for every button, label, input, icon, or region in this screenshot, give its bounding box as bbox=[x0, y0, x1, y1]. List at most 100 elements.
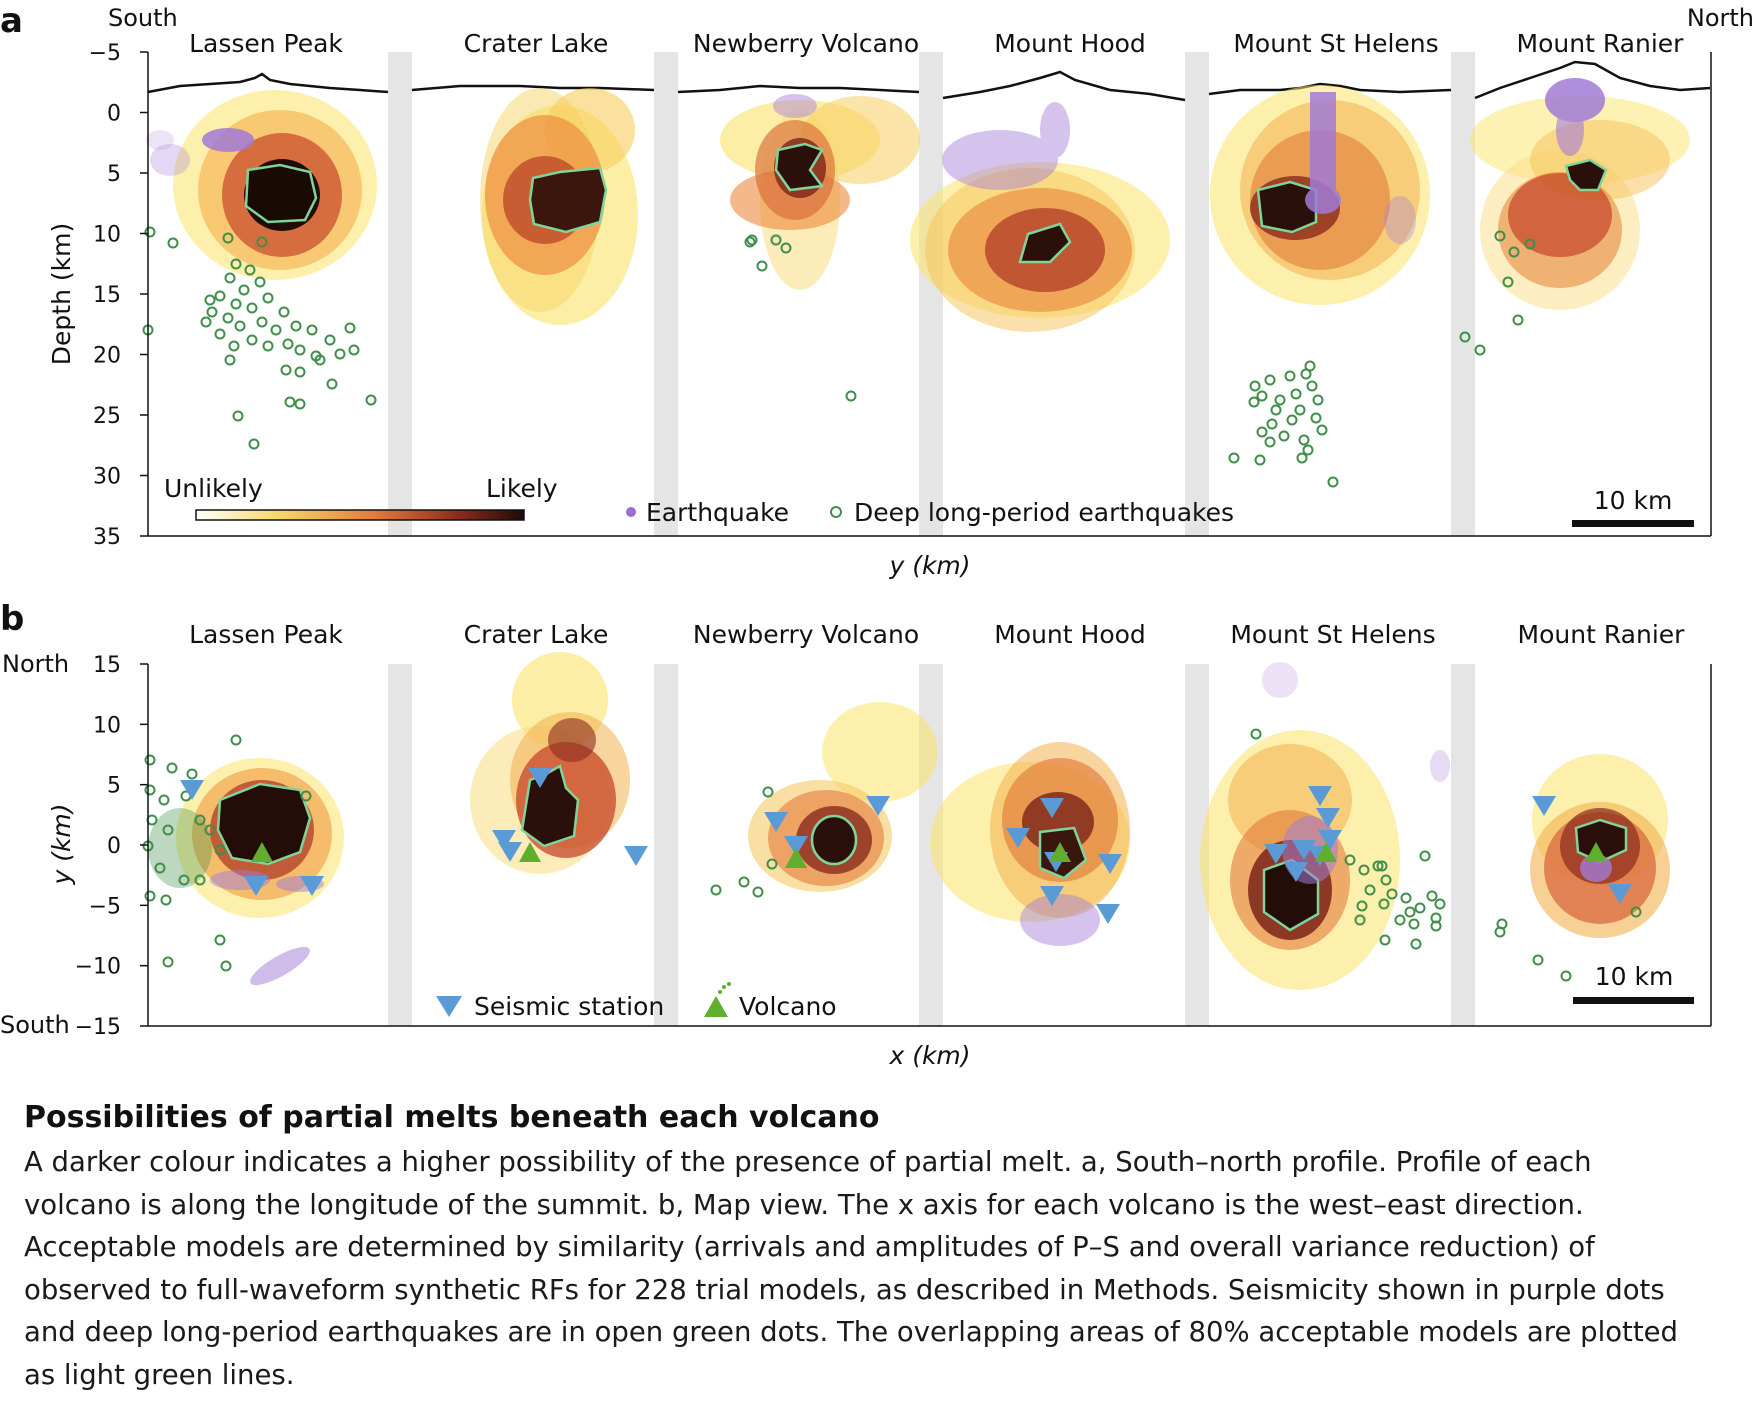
caption-line: as light green lines. bbox=[24, 1358, 295, 1391]
panel-b-scalebar-label: 10 km bbox=[1595, 962, 1674, 991]
seismic-station-icon bbox=[1316, 808, 1340, 828]
panel-a-title-sthelens: Mount St Helens bbox=[1233, 29, 1438, 58]
panel-a-melt-lassen bbox=[173, 90, 377, 280]
panel-b-south-label: South bbox=[0, 1011, 70, 1039]
earthquake-legend-label: Earthquake bbox=[646, 498, 789, 527]
panel-b-legend: Seismic station Volcano bbox=[436, 982, 837, 1021]
panel-a-letter: a bbox=[0, 1, 23, 41]
panel-a-legend: Earthquake Deep long-period earthquakes bbox=[626, 498, 1234, 527]
panel-a: a South North Lassen Peak Crater Lake Ne… bbox=[0, 1, 1754, 580]
panel-a-dlp-newberry bbox=[744, 234, 857, 402]
seismic-station-icon bbox=[1098, 854, 1122, 874]
caption-line: A darker colour indicates a higher possi… bbox=[24, 1146, 1592, 1178]
panel-a-y-tick-label: 5 bbox=[107, 162, 121, 187]
panel-a-yticks: −5 0 5 10 15 20 25 30 35 bbox=[89, 41, 148, 550]
panel-a-south-label: South bbox=[108, 4, 178, 32]
panel-a-topography bbox=[147, 60, 1711, 102]
seismic-station-icon bbox=[244, 876, 268, 896]
panel-a-title-ranier: Mount Ranier bbox=[1517, 29, 1685, 58]
caption-line: volcano is along the longitude of the su… bbox=[24, 1188, 1584, 1221]
seismic-station-icon bbox=[528, 768, 552, 788]
panel-b-melt-crater bbox=[470, 652, 630, 874]
panel-a-quakes-lassen bbox=[146, 128, 254, 176]
dlp-legend-marker bbox=[830, 506, 842, 518]
panel-a-y-tick-label: 10 bbox=[93, 223, 121, 248]
colorbar-likely-label: Likely bbox=[486, 474, 558, 503]
seismic-station-icon bbox=[1040, 798, 1064, 818]
panel-b-xlabel: x (km) bbox=[888, 1041, 970, 1070]
panel-b-y-tick-label: 5 bbox=[107, 774, 121, 799]
caption-body: A darker colour indicates a higher possi… bbox=[24, 1141, 1734, 1396]
seismic-station-icon bbox=[1040, 886, 1064, 906]
panel-a-scalebar: 10 km bbox=[1572, 486, 1694, 527]
panel-b-melt-ranier bbox=[1530, 754, 1670, 938]
seismic-station-icon bbox=[1292, 840, 1316, 860]
panel-a-dlp-lassen bbox=[142, 226, 377, 450]
seismic-station-icon bbox=[300, 876, 324, 896]
panel-a-dlp-sthelens bbox=[1228, 360, 1339, 488]
panel-a-y-tick-label: 20 bbox=[93, 344, 121, 369]
figure-caption: Possibilities of partial melts beneath e… bbox=[24, 1100, 1734, 1396]
panel-a-north-label: North bbox=[1687, 4, 1754, 32]
panel-a-y-tick-label: −5 bbox=[89, 41, 121, 66]
panel-a-dlp-ranier bbox=[1459, 230, 1536, 356]
panel-a-scalebar-label: 10 km bbox=[1594, 486, 1673, 515]
panel-b-dlp-sthelens bbox=[1250, 728, 1446, 950]
panel-b-dlp-lassen bbox=[142, 734, 312, 972]
panel-a-melt-newberry bbox=[720, 96, 920, 290]
panel-a-melt-ranier bbox=[1470, 96, 1690, 310]
panel-a-quakes-newberry bbox=[773, 94, 817, 118]
panel-a-melt-hood bbox=[910, 162, 1170, 332]
panel-b-title-crater: Crater Lake bbox=[464, 620, 609, 649]
seismic-station-legend-icon bbox=[436, 996, 462, 1017]
caption-line: observed to full-waveform synthetic RFs … bbox=[24, 1273, 1665, 1306]
panel-a-y-tick-label: 15 bbox=[93, 283, 121, 308]
panel-a-quakes-sthelens bbox=[1305, 92, 1416, 244]
seismic-station-icon bbox=[1264, 844, 1288, 864]
panel-a-quakes-hood bbox=[942, 102, 1070, 190]
volcano-legend-icon bbox=[704, 982, 731, 1017]
panel-a-melt-crater bbox=[480, 88, 638, 325]
panel-b-letter: b bbox=[0, 599, 24, 639]
seismic-station-icon bbox=[180, 780, 204, 800]
volcano-summit-icon bbox=[251, 842, 273, 862]
panel-b-y-tick-label: −10 bbox=[75, 955, 121, 980]
panel-b-volcano-titles: Lassen Peak Crater Lake Newberry Volcano… bbox=[189, 620, 1685, 649]
panel-b-scalebar: 10 km bbox=[1573, 962, 1694, 1004]
colorbar-unlikely-label: Unlikely bbox=[164, 474, 263, 503]
panel-b-melt-newberry bbox=[748, 702, 938, 892]
seismic-station-icon bbox=[1318, 830, 1342, 850]
seismic-station-icon bbox=[498, 842, 522, 862]
panel-b-ylabel: y (km) bbox=[47, 803, 76, 885]
seismic-station-icon bbox=[1308, 786, 1332, 806]
panel-b: b North South Lassen Peak Crater Lake Ne… bbox=[0, 599, 1712, 1070]
panel-b-y-tick-label: −15 bbox=[75, 1015, 121, 1040]
panel-a-title-lassen: Lassen Peak bbox=[189, 29, 343, 58]
volcano-summit-icon bbox=[1049, 842, 1071, 862]
panel-b-y-tick-label: −5 bbox=[89, 894, 121, 919]
earthquake-legend-marker bbox=[626, 507, 636, 517]
seismic-station-icon bbox=[492, 830, 516, 850]
panel-b-separators bbox=[388, 664, 1475, 1026]
panel-b-y-tick-label: 15 bbox=[93, 653, 121, 678]
panel-b-melt-hood bbox=[930, 742, 1130, 922]
seismic-station-icon bbox=[1006, 828, 1030, 848]
dlp-legend-label: Deep long-period earthquakes bbox=[854, 498, 1234, 527]
panel-b-title-sthelens: Mount St Helens bbox=[1230, 620, 1435, 649]
panel-a-title-hood: Mount Hood bbox=[994, 29, 1146, 58]
volcano-legend-label: Volcano bbox=[739, 992, 837, 1021]
panel-a-y-tick-label: 25 bbox=[93, 404, 121, 429]
seismic-station-icon bbox=[1532, 796, 1556, 816]
panel-a-colorbar: Unlikely Likely bbox=[164, 474, 558, 521]
volcano-summit-icon bbox=[519, 842, 541, 862]
panel-b-north-label: North bbox=[2, 650, 69, 678]
volcano-summit-icon bbox=[1315, 842, 1337, 862]
seismic-station-legend-label: Seismic station bbox=[474, 992, 664, 1021]
seismic-station-icon bbox=[764, 812, 788, 832]
panel-b-yticks: 15 10 5 0 −5 −10 −15 bbox=[75, 653, 148, 1040]
panel-a-xlabel: y (km) bbox=[888, 551, 970, 580]
panel-b-title-newberry: Newberry Volcano bbox=[693, 620, 919, 649]
panel-a-ylabel: Depth (km) bbox=[47, 223, 76, 365]
panel-a-separators bbox=[388, 52, 1475, 536]
seismic-station-icon bbox=[624, 846, 648, 866]
